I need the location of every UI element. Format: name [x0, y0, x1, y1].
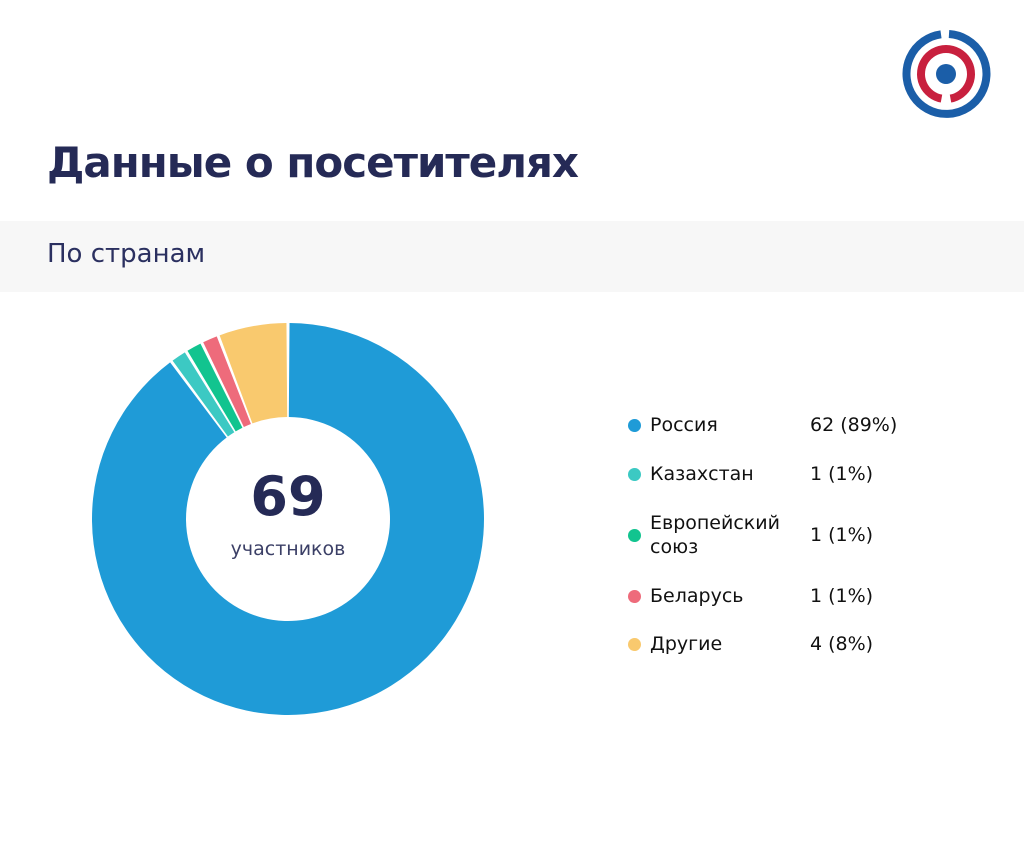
legend-item-kazakhstan: Казахстан 1 (1%) [628, 457, 958, 491]
legend-value: 1 (1%) [810, 585, 874, 607]
donut-slice-4 [203, 336, 251, 428]
legend-item-russia: Россия 62 (89%) [628, 408, 958, 442]
brand-logo-icon [902, 30, 991, 118]
legend-swatch [628, 467, 641, 481]
legend-value: 62 (89%) [810, 414, 898, 436]
legend-value: 4 (8%) [810, 633, 874, 655]
section-header: По странам [0, 221, 1024, 292]
donut-slice-1 [91, 323, 484, 715]
legend-label: Казахстан [650, 463, 754, 485]
legend-value: 1 (1%) [810, 463, 874, 485]
donut-chart [91, 323, 484, 715]
legend-swatch [628, 418, 641, 432]
legend-value: 1 (1%) [810, 524, 874, 546]
page-title: Данные о посетителях [47, 138, 579, 187]
section-title: По странам [47, 239, 206, 269]
donut-total: 69 [250, 465, 326, 528]
donut-slice-2 [172, 352, 235, 437]
legend-swatch [628, 637, 641, 651]
donut-slice-5 [219, 323, 288, 424]
legend-item-other: Другие 4 (8%) [628, 627, 958, 661]
donut-slice-3 [187, 343, 243, 432]
legend-label: Россия [650, 414, 718, 436]
donut-total-label: участников [230, 538, 346, 560]
legend-swatch [628, 528, 641, 542]
legend-swatch [628, 589, 641, 603]
legend-item-belarus: Беларусь 1 (1%) [628, 579, 958, 613]
legend-item-eu: Европейский союз 1 (1%) [628, 508, 958, 562]
legend-label: Беларусь [650, 585, 744, 607]
legend-label: Европейский союз [650, 512, 780, 558]
legend-label: Другие [650, 633, 723, 655]
